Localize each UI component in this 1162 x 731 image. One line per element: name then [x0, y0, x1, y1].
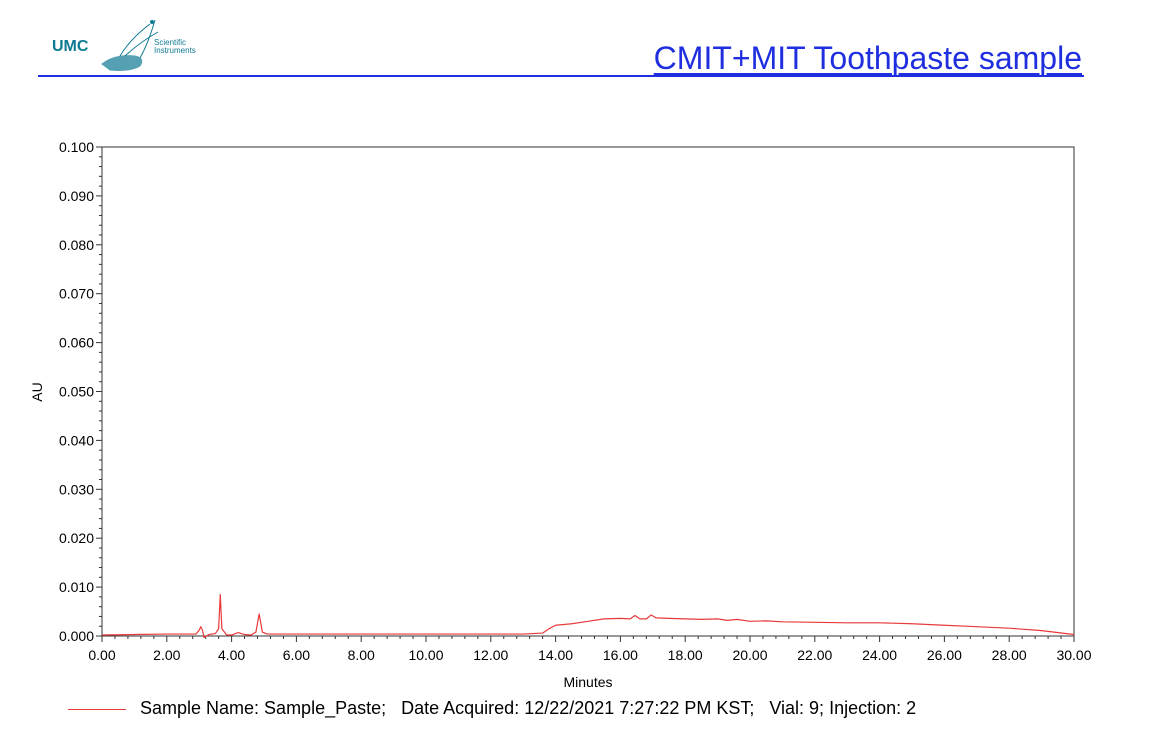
x-tick-label: 20.00	[732, 647, 767, 663]
x-tick-label: 30.00	[1056, 647, 1091, 663]
x-tick-label: 24.00	[862, 647, 897, 663]
title-rule	[38, 75, 1084, 77]
y-tick-label: 0.090	[59, 188, 94, 204]
series-group	[101, 593, 1075, 639]
axes-group	[101, 146, 1075, 637]
x-tick-label: 28.00	[992, 647, 1027, 663]
page-title: CMIT+MIT Toothpaste sample	[653, 40, 1082, 76]
plot-frame	[101, 146, 1075, 637]
x-tick-label: 10.00	[408, 647, 443, 663]
x-tick-label: 16.00	[603, 647, 638, 663]
dove-logo-icon	[101, 19, 159, 71]
x-tick-label: 26.00	[927, 647, 962, 663]
y-tick-label: 0.010	[59, 579, 94, 595]
x-axis-label: Minutes	[563, 674, 612, 690]
legend-series-swatch	[68, 709, 126, 710]
x-tick-label: 6.00	[283, 647, 310, 663]
x-tick-label: 0.00	[88, 647, 115, 663]
y-tick-label: 0.100	[59, 139, 94, 155]
series-line	[101, 593, 1075, 639]
logo-subtitle-line2: Instruments	[154, 46, 196, 55]
x-tick-label: 18.00	[668, 647, 703, 663]
x-tick-label: 12.00	[473, 647, 508, 663]
logo-text: UMC	[52, 38, 89, 55]
x-tick-label: 4.00	[218, 647, 245, 663]
y-axis-label: AU	[29, 382, 45, 401]
ticks-group: 0.000 0.010 0.020 0.030 0.040 0.050 0.060 0.070…	[59, 139, 1092, 663]
y-tick-label: 0.080	[59, 237, 94, 253]
chromatogram-chart: 0.000 0.010 0.020 0.030 0.040 0.050 0.060 0.070…	[29, 139, 1092, 690]
logo-subtitle-line1: Scientific	[154, 38, 187, 47]
y-tick-label: 0.000	[59, 628, 94, 644]
y-tick-label: 0.030	[59, 481, 94, 497]
x-tick-label: 14.00	[538, 647, 573, 663]
umc-logo: UMC Scientific Instruments	[40, 14, 220, 74]
x-tick-label: 22.00	[797, 647, 832, 663]
y-tick-label: 0.060	[59, 335, 94, 351]
y-tick-label: 0.040	[59, 432, 94, 448]
y-tick-label: 0.070	[59, 286, 94, 302]
y-tick-label: 0.020	[59, 530, 94, 546]
x-tick-label: 8.00	[348, 647, 375, 663]
y-tick-label: 0.050	[59, 384, 94, 400]
legend-series-label: Sample Name: Sample_Paste; Date Acquired…	[140, 698, 917, 718]
x-tick-label: 2.00	[153, 647, 180, 663]
